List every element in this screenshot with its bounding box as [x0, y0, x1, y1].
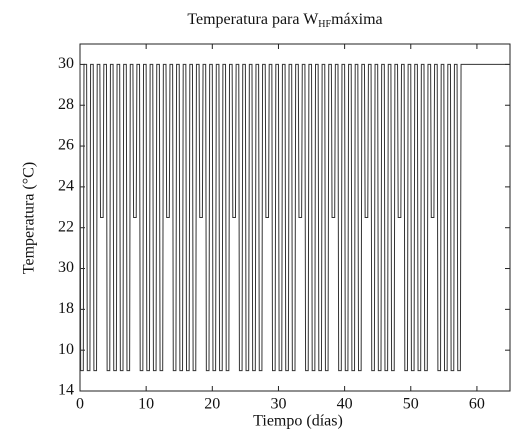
x-tick-label: 10 [138, 396, 154, 413]
y-tick-label: 30 [58, 259, 74, 276]
title-tail: máxima [331, 11, 383, 28]
y-tick-label: 14 [58, 382, 74, 399]
y-tick-label: 10 [58, 341, 74, 358]
x-axis-label: Tiempo (días) [253, 413, 343, 430]
y-tick-label: 30 [58, 55, 74, 72]
x-tick-label: 0 [76, 396, 84, 413]
x-tick-label: 20 [204, 396, 220, 413]
y-tick-label: 28 [58, 96, 74, 113]
title-main: Temperatura para W [187, 11, 319, 28]
chart-title: Temperatura para WHFmáxima [187, 11, 382, 31]
y-tick-label: 26 [58, 137, 74, 154]
temperature-line [79, 63, 510, 372]
title-subscript: HF [318, 19, 331, 30]
y-tick-label: 22 [58, 218, 74, 235]
x-tick-label: 30 [270, 396, 286, 413]
x-tick-label: 40 [337, 396, 353, 413]
y-tick-label: 18 [58, 300, 74, 317]
y-tick-label: 24 [58, 178, 74, 195]
x-tick-label: 60 [469, 396, 485, 413]
x-tick-label: 50 [403, 396, 419, 413]
y-axis-label: Temperatura (°C) [21, 162, 38, 274]
